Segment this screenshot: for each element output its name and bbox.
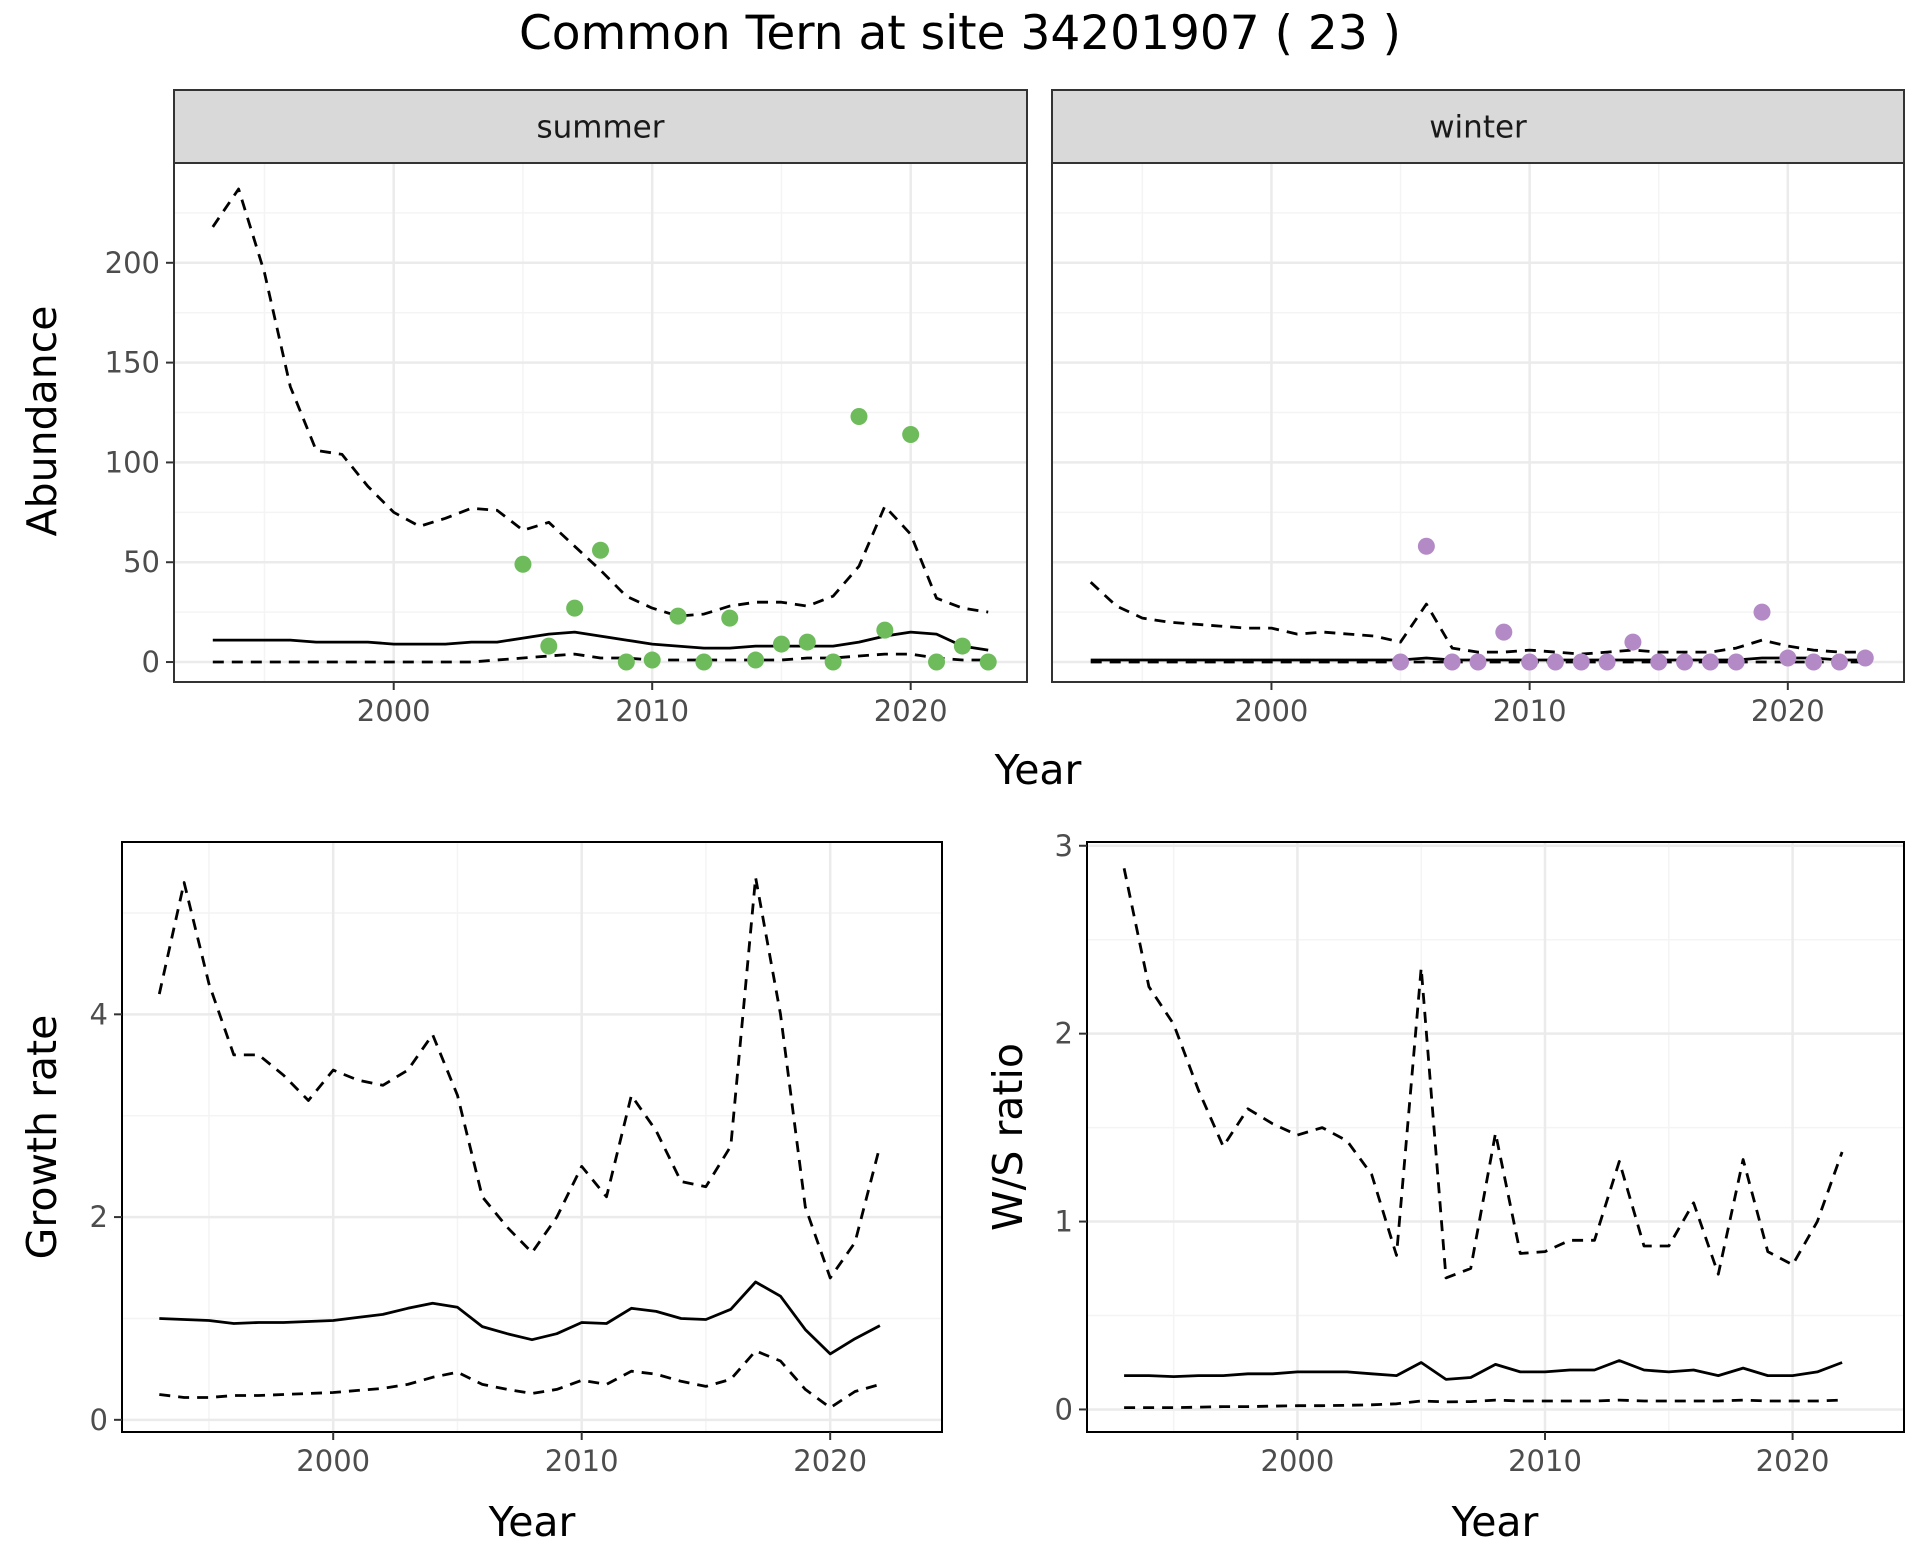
- observed-point: [1830, 653, 1848, 671]
- ws-ratio-panel: 2000 2010 2020 0 1 2 3 Year W/S ratio: [984, 829, 1905, 1546]
- lower-bound-line: [159, 1349, 881, 1410]
- observed-point: [540, 637, 558, 655]
- x-tick-label: 2010: [1493, 694, 1567, 728]
- growth-rate-panel: 2000 2010 2020 0 2 4 Year Growth rate: [18, 841, 943, 1546]
- upper-bound-line: [1089, 581, 1866, 656]
- y-tick-label: 0: [142, 645, 160, 679]
- y-tick-label: 100: [105, 445, 160, 479]
- y-tick-label: 200: [105, 246, 160, 280]
- y-tick-label: 50: [123, 545, 160, 579]
- observed-point: [953, 637, 971, 655]
- x-axis-title: Year: [1451, 1498, 1539, 1546]
- y-tick-label: 150: [105, 346, 160, 380]
- x-tick-label: 2020: [1756, 1444, 1830, 1478]
- observed-point: [928, 653, 946, 671]
- observed-point: [1546, 653, 1564, 671]
- observed-point: [592, 541, 609, 559]
- estimate-line: [159, 1280, 881, 1356]
- observed-point: [1856, 649, 1874, 667]
- observed-point: [1779, 649, 1797, 667]
- y-axis-title: Growth rate: [18, 1015, 66, 1260]
- x-tick-label: 2000: [296, 1444, 370, 1478]
- x-tick-label: 2020: [793, 1444, 867, 1478]
- observed-point: [1805, 653, 1823, 671]
- x-tick-label: 2020: [874, 694, 948, 728]
- top-y-axis-title: Abundance: [18, 306, 66, 537]
- y-tick-label: 0: [90, 1403, 108, 1437]
- observed-point: [979, 653, 997, 671]
- facet-strip: [1051, 89, 1905, 164]
- observed-point: [1753, 603, 1771, 621]
- panel-border: [1086, 841, 1905, 1433]
- y-tick-label: 2: [1055, 1017, 1073, 1051]
- x-tick-label: 2010: [615, 694, 689, 728]
- observed-point: [1650, 653, 1668, 671]
- chart-title: Common Tern at site 34201907 ( 23 ): [519, 6, 1401, 61]
- lower-bound-line: [1124, 1398, 1843, 1409]
- lower-bound-line: [212, 652, 989, 664]
- observed-point: [850, 408, 868, 426]
- upper-bound-line: [1122, 868, 1844, 1280]
- observed-point: [617, 653, 635, 671]
- top-x-axis-title: Year: [994, 746, 1082, 794]
- upper-bound-line: [157, 876, 882, 1280]
- estimate-line: [1124, 1359, 1843, 1381]
- observed-point: [824, 653, 842, 671]
- observed-point: [1624, 633, 1642, 651]
- y-axis-title: W/S ratio: [984, 1043, 1032, 1231]
- summer-abundance-panel: summer 2000 2010 2020 0 50 100 150 200: [105, 89, 1028, 728]
- observed-point: [1676, 653, 1694, 671]
- estimate-line: [212, 630, 989, 652]
- panel-border: [121, 841, 943, 1433]
- x-tick-label: 2010: [545, 1444, 619, 1478]
- observed-point: [721, 609, 739, 627]
- observed-point: [1392, 653, 1410, 671]
- observed-point: [1495, 623, 1513, 641]
- observed-point: [1521, 653, 1539, 671]
- x-tick-label: 2010: [1508, 1444, 1582, 1478]
- observed-point: [514, 555, 532, 573]
- y-tick-label: 3: [1055, 829, 1073, 863]
- x-tick-label: 2020: [1751, 694, 1825, 728]
- x-axis-title: Year: [488, 1498, 576, 1546]
- x-tick-label: 2000: [1235, 694, 1309, 728]
- winter-abundance-panel: winter 2000 2010 2020: [1051, 89, 1905, 728]
- x-tick-label: 2000: [357, 694, 431, 728]
- observed-point: [798, 633, 816, 651]
- observed-point: [772, 635, 790, 653]
- observed-point: [566, 599, 584, 617]
- observed-point: [1417, 537, 1435, 555]
- panel-border: [173, 162, 1028, 683]
- observed-point: [669, 607, 687, 625]
- facet-strip: [173, 89, 1028, 164]
- y-tick-label: 1: [1055, 1205, 1073, 1239]
- observed-point: [1701, 653, 1719, 671]
- observed-point: [876, 621, 894, 639]
- upper-bound-line: [211, 187, 989, 618]
- observed-point: [695, 653, 713, 671]
- panel-border: [1051, 162, 1905, 683]
- y-tick-label: 2: [90, 1200, 108, 1234]
- y-tick-label: 0: [1055, 1392, 1073, 1426]
- y-tick-label: 4: [90, 997, 108, 1031]
- observed-point: [643, 651, 661, 669]
- observed-point: [902, 425, 920, 443]
- observed-point: [1598, 653, 1616, 671]
- observed-point: [1727, 653, 1745, 671]
- x-tick-label: 2000: [1261, 1444, 1335, 1478]
- observed-point: [1572, 653, 1590, 671]
- facet-strip-label: winter: [1429, 110, 1527, 146]
- facet-strip-label: summer: [536, 110, 664, 146]
- observed-point: [1443, 653, 1461, 671]
- observed-point: [747, 651, 765, 669]
- observed-point: [1469, 653, 1487, 671]
